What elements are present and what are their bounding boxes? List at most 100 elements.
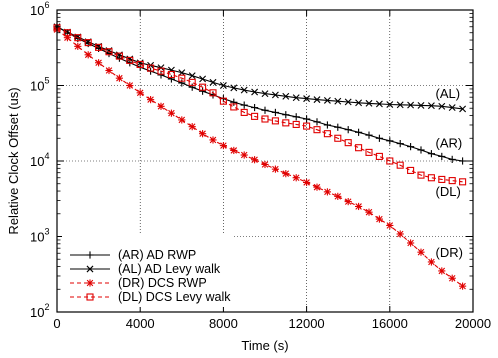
data-point	[292, 120, 300, 128]
data-point	[448, 104, 456, 112]
series-line-0	[56, 26, 463, 162]
series-layer	[53, 23, 467, 290]
data-point	[375, 152, 383, 160]
data-point	[407, 143, 415, 151]
data-point	[375, 215, 383, 223]
data-point	[313, 118, 321, 126]
y-tick-label: 102	[30, 302, 49, 320]
data-point	[459, 282, 467, 290]
legend-entry-dl: (DL) DCS Levy walk	[118, 290, 231, 304]
data-point	[230, 84, 238, 92]
data-point	[282, 170, 290, 178]
data-point	[292, 113, 300, 121]
data-point	[167, 66, 175, 74]
data-point	[396, 101, 404, 109]
data-point	[407, 239, 415, 247]
data-point	[251, 112, 259, 120]
annotation-dl: (DL)	[436, 184, 461, 199]
data-point	[375, 100, 383, 108]
data-point	[63, 29, 71, 37]
data-point	[74, 34, 82, 42]
data-point	[95, 59, 103, 67]
data-point	[438, 175, 446, 183]
data-point	[282, 119, 290, 127]
x-tick-label: 0	[53, 316, 60, 331]
series-line-2	[56, 29, 463, 287]
data-point	[427, 102, 435, 110]
data-point	[344, 139, 352, 147]
x-tick-label: 16000	[372, 316, 408, 331]
data-point	[334, 192, 342, 200]
data-point	[323, 130, 331, 138]
series-2	[53, 26, 467, 290]
annotation-ar: (AR)	[436, 136, 463, 151]
data-point	[115, 74, 123, 82]
data-point	[230, 103, 238, 111]
y-tick-label: 105	[30, 76, 49, 94]
data-point	[459, 157, 467, 165]
data-point	[448, 274, 456, 282]
data-point	[344, 98, 352, 106]
data-point	[240, 101, 248, 109]
data-point	[199, 75, 207, 83]
data-point	[240, 86, 248, 94]
data-point	[136, 60, 144, 69]
legend-entry-dr: (DR) DCS RWP	[118, 276, 207, 290]
data-point	[334, 123, 342, 131]
data-point	[355, 144, 363, 152]
data-point	[365, 208, 373, 216]
data-point	[365, 131, 373, 139]
y-tick-label: 106	[30, 0, 49, 18]
data-point	[344, 197, 352, 206]
y-tick-label: 103	[30, 227, 49, 245]
data-point	[427, 150, 435, 158]
data-point	[126, 81, 134, 90]
data-point	[417, 101, 425, 109]
data-point	[178, 79, 186, 87]
data-point	[292, 174, 300, 182]
data-point	[199, 87, 207, 95]
data-point	[251, 156, 259, 164]
data-point	[303, 95, 311, 103]
data-point	[95, 43, 103, 51]
annotation-al: (AL)	[436, 86, 461, 101]
data-point	[313, 126, 321, 134]
data-point	[157, 67, 165, 75]
x-tick-label: 8000	[209, 316, 238, 331]
data-point	[334, 134, 342, 142]
data-point	[459, 105, 467, 113]
data-point	[292, 94, 300, 102]
data-point	[375, 134, 383, 142]
data-point	[147, 96, 155, 104]
series-line-3	[56, 27, 463, 183]
data-point	[282, 92, 290, 100]
legend: (AR) AD RWP (AL) AD Levy walk (DR) DCS R…	[62, 235, 232, 307]
legend-entry-ar: (AR) AD RWP	[118, 248, 196, 262]
data-point	[323, 121, 331, 129]
data-point	[167, 70, 175, 79]
data-point	[219, 82, 227, 89]
data-point	[115, 54, 123, 62]
data-point	[188, 123, 196, 131]
data-point	[84, 51, 92, 59]
data-point	[178, 74, 186, 82]
series-line-1	[56, 26, 463, 110]
data-point	[271, 108, 279, 117]
data-point	[303, 122, 311, 130]
data-point	[230, 146, 238, 155]
data-point	[417, 146, 425, 154]
data-point	[323, 96, 331, 104]
data-point	[157, 71, 165, 79]
data-point	[271, 91, 279, 99]
data-point	[209, 78, 217, 86]
data-point	[323, 188, 331, 196]
legend-entry-al: (AL) AD Levy walk	[118, 262, 221, 276]
y-axis-label: Relative Clock Offset (us)	[6, 87, 21, 234]
data-point	[240, 151, 248, 159]
data-point	[251, 103, 259, 112]
series-3	[53, 24, 467, 186]
data-point	[438, 267, 446, 275]
data-point	[438, 152, 446, 161]
data-point	[188, 83, 196, 91]
